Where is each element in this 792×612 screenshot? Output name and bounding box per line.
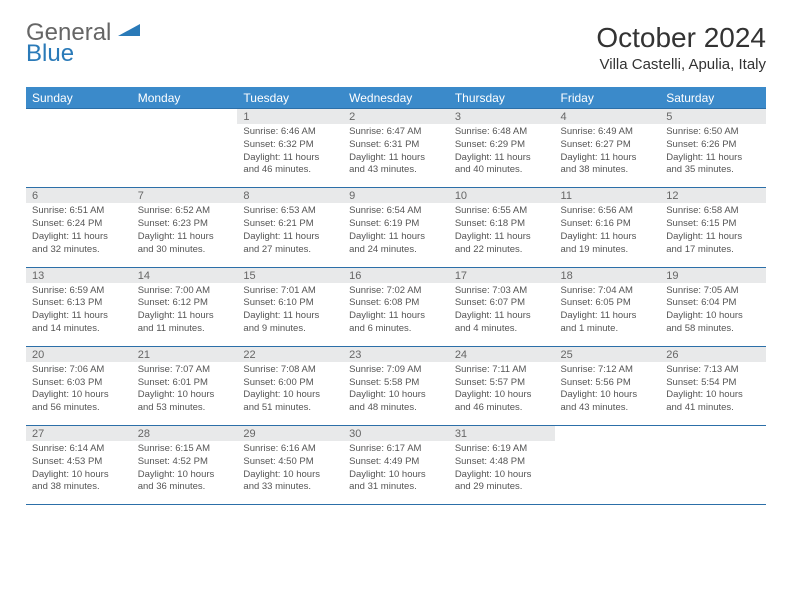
day-number-cell: 7 — [132, 188, 238, 204]
day-number-cell: 11 — [555, 188, 661, 204]
day-data-cell: Sunrise: 7:11 AMSunset: 5:57 PMDaylight:… — [449, 362, 555, 426]
day-number-cell: 20 — [26, 346, 132, 362]
day-data-cell: Sunrise: 6:15 AMSunset: 4:52 PMDaylight:… — [132, 441, 238, 505]
day-data-cell: Sunrise: 7:09 AMSunset: 5:58 PMDaylight:… — [343, 362, 449, 426]
day-data-cell: Sunrise: 7:06 AMSunset: 6:03 PMDaylight:… — [26, 362, 132, 426]
day-number-cell: 28 — [132, 426, 238, 442]
day-data-cell: Sunrise: 6:56 AMSunset: 6:16 PMDaylight:… — [555, 203, 661, 267]
day-number-cell: 10 — [449, 188, 555, 204]
day-header: Wednesday — [343, 87, 449, 109]
day-header: Thursday — [449, 87, 555, 109]
day-number-cell: 16 — [343, 267, 449, 283]
day-data-cell: Sunrise: 6:50 AMSunset: 6:26 PMDaylight:… — [660, 124, 766, 188]
day-data-cell: Sunrise: 6:17 AMSunset: 4:49 PMDaylight:… — [343, 441, 449, 505]
day-data-cell — [26, 124, 132, 188]
day-data-cell: Sunrise: 6:47 AMSunset: 6:31 PMDaylight:… — [343, 124, 449, 188]
day-number-cell: 6 — [26, 188, 132, 204]
day-data-cell: Sunrise: 7:03 AMSunset: 6:07 PMDaylight:… — [449, 283, 555, 347]
location-text: Villa Castelli, Apulia, Italy — [596, 56, 766, 73]
day-number-cell: 5 — [660, 109, 766, 125]
day-data-cell: Sunrise: 6:16 AMSunset: 4:50 PMDaylight:… — [237, 441, 343, 505]
day-header: Tuesday — [237, 87, 343, 109]
day-data-cell: Sunrise: 7:00 AMSunset: 6:12 PMDaylight:… — [132, 283, 238, 347]
day-number-cell: 2 — [343, 109, 449, 125]
day-data-cell: Sunrise: 6:52 AMSunset: 6:23 PMDaylight:… — [132, 203, 238, 267]
logo: General Blue — [26, 22, 140, 65]
day-data-cell: Sunrise: 6:14 AMSunset: 4:53 PMDaylight:… — [26, 441, 132, 505]
day-data-cell: Sunrise: 6:48 AMSunset: 6:29 PMDaylight:… — [449, 124, 555, 188]
day-data-cell: Sunrise: 7:12 AMSunset: 5:56 PMDaylight:… — [555, 362, 661, 426]
day-data-cell: Sunrise: 6:54 AMSunset: 6:19 PMDaylight:… — [343, 203, 449, 267]
day-number-cell: 1 — [237, 109, 343, 125]
title-block: October 2024 Villa Castelli, Apulia, Ita… — [596, 22, 766, 73]
day-data-cell: Sunrise: 6:53 AMSunset: 6:21 PMDaylight:… — [237, 203, 343, 267]
day-number-cell: 14 — [132, 267, 238, 283]
day-number-cell: 21 — [132, 346, 238, 362]
day-number-cell: 9 — [343, 188, 449, 204]
day-data-cell: Sunrise: 6:46 AMSunset: 6:32 PMDaylight:… — [237, 124, 343, 188]
day-number-cell: 25 — [555, 346, 661, 362]
day-number-cell: 30 — [343, 426, 449, 442]
day-number-cell: 15 — [237, 267, 343, 283]
day-data-cell: Sunrise: 6:59 AMSunset: 6:13 PMDaylight:… — [26, 283, 132, 347]
day-number-cell: 29 — [237, 426, 343, 442]
day-number-cell: 3 — [449, 109, 555, 125]
header: General Blue October 2024 Villa Castelli… — [26, 22, 766, 73]
day-number-cell — [660, 426, 766, 442]
day-number-cell: 13 — [26, 267, 132, 283]
day-data-cell: Sunrise: 6:51 AMSunset: 6:24 PMDaylight:… — [26, 203, 132, 267]
day-number-cell: 26 — [660, 346, 766, 362]
logo-blue-text: Blue — [26, 43, 140, 65]
day-header: Saturday — [660, 87, 766, 109]
day-data-cell: Sunrise: 6:19 AMSunset: 4:48 PMDaylight:… — [449, 441, 555, 505]
day-data-cell: Sunrise: 7:08 AMSunset: 6:00 PMDaylight:… — [237, 362, 343, 426]
day-number-cell: 23 — [343, 346, 449, 362]
day-data-cell: Sunrise: 7:02 AMSunset: 6:08 PMDaylight:… — [343, 283, 449, 347]
day-number-cell: 27 — [26, 426, 132, 442]
day-data-cell: Sunrise: 7:01 AMSunset: 6:10 PMDaylight:… — [237, 283, 343, 347]
calendar-table: SundayMondayTuesdayWednesdayThursdayFrid… — [26, 87, 766, 505]
logo-triangle-icon — [118, 22, 140, 43]
day-data-cell — [132, 124, 238, 188]
day-number-cell: 24 — [449, 346, 555, 362]
day-header: Monday — [132, 87, 238, 109]
day-data-cell: Sunrise: 7:04 AMSunset: 6:05 PMDaylight:… — [555, 283, 661, 347]
day-number-cell: 12 — [660, 188, 766, 204]
day-number-cell — [132, 109, 238, 125]
day-header: Sunday — [26, 87, 132, 109]
day-number-cell: 22 — [237, 346, 343, 362]
day-number-cell: 31 — [449, 426, 555, 442]
day-data-cell: Sunrise: 6:58 AMSunset: 6:15 PMDaylight:… — [660, 203, 766, 267]
day-number-cell: 18 — [555, 267, 661, 283]
day-data-cell: Sunrise: 6:49 AMSunset: 6:27 PMDaylight:… — [555, 124, 661, 188]
day-number-cell: 19 — [660, 267, 766, 283]
day-number-cell — [26, 109, 132, 125]
day-data-cell: Sunrise: 7:13 AMSunset: 5:54 PMDaylight:… — [660, 362, 766, 426]
day-data-cell — [555, 441, 661, 505]
day-number-cell: 4 — [555, 109, 661, 125]
day-data-cell — [660, 441, 766, 505]
day-number-cell: 17 — [449, 267, 555, 283]
day-header: Friday — [555, 87, 661, 109]
day-data-cell: Sunrise: 7:07 AMSunset: 6:01 PMDaylight:… — [132, 362, 238, 426]
day-number-cell: 8 — [237, 188, 343, 204]
day-data-cell: Sunrise: 6:55 AMSunset: 6:18 PMDaylight:… — [449, 203, 555, 267]
day-number-cell — [555, 426, 661, 442]
day-data-cell: Sunrise: 7:05 AMSunset: 6:04 PMDaylight:… — [660, 283, 766, 347]
month-title: October 2024 — [596, 22, 766, 54]
